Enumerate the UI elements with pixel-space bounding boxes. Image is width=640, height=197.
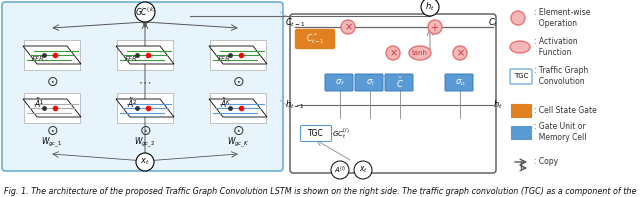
Text: : Element-wise
  Operation: : Element-wise Operation	[534, 8, 590, 28]
Text: $x_t$: $x_t$	[358, 165, 367, 175]
Ellipse shape	[510, 41, 530, 53]
Text: $\times$: $\times$	[456, 48, 465, 58]
FancyBboxPatch shape	[510, 69, 532, 84]
FancyBboxPatch shape	[325, 74, 353, 91]
Text: $\odot$: $\odot$	[46, 124, 58, 138]
Text: $\times$: $\times$	[388, 48, 397, 58]
Bar	[511, 126, 531, 139]
Polygon shape	[209, 99, 267, 117]
Text: $C^*_{t-1}$: $C^*_{t-1}$	[305, 32, 324, 46]
Text: $\sigma_o$: $\sigma_o$	[454, 77, 465, 88]
Polygon shape	[23, 99, 81, 117]
Text: $h_{t-1}$: $h_{t-1}$	[285, 99, 305, 111]
Text: $GC_t^{(l)}$: $GC_t^{(l)}$	[332, 126, 349, 141]
FancyBboxPatch shape	[2, 2, 283, 171]
FancyBboxPatch shape	[445, 74, 473, 91]
Text: $A^{(l)}$: $A^{(l)}$	[334, 164, 346, 176]
Circle shape	[421, 0, 439, 16]
Text: $\odot$: $\odot$	[232, 124, 244, 138]
Circle shape	[341, 20, 355, 34]
Text: $\odot$: $\odot$	[46, 75, 58, 89]
Text: TGC: TGC	[308, 129, 324, 138]
Text: $W_{gc\_1}$: $W_{gc\_1}$	[42, 136, 63, 150]
FancyBboxPatch shape	[24, 40, 80, 70]
Text: $C_{t-1}$: $C_{t-1}$	[285, 17, 305, 29]
Text: tanh: tanh	[412, 50, 428, 56]
Text: $\tilde{A}^2$: $\tilde{A}^2$	[127, 96, 138, 110]
Text: $\hat{C}$: $\hat{C}$	[396, 75, 404, 90]
FancyBboxPatch shape	[355, 74, 383, 91]
Text: $\tilde{A}^K$: $\tilde{A}^K$	[220, 96, 232, 110]
Text: : Gate Unit or
  Memory Cell: : Gate Unit or Memory Cell	[534, 122, 586, 142]
FancyBboxPatch shape	[210, 40, 266, 70]
Ellipse shape	[409, 46, 431, 60]
Text: $GC^{(k)}$: $GC^{(k)}$	[134, 6, 156, 18]
Text: $\odot$: $\odot$	[139, 124, 151, 138]
Text: FFR: FFR	[32, 56, 45, 62]
Text: $h_t$: $h_t$	[493, 99, 503, 111]
Text: : Copy: : Copy	[534, 157, 558, 166]
FancyBboxPatch shape	[385, 74, 413, 91]
Polygon shape	[116, 99, 174, 117]
Circle shape	[136, 153, 154, 171]
Text: $h_t$: $h_t$	[425, 1, 435, 13]
FancyBboxPatch shape	[117, 93, 173, 123]
Polygon shape	[116, 46, 174, 64]
Text: FFR: FFR	[218, 56, 231, 62]
Text: $\odot$: $\odot$	[232, 75, 244, 89]
FancyBboxPatch shape	[117, 40, 173, 70]
Circle shape	[428, 20, 442, 34]
Text: : Traffic Graph
  Convolution: : Traffic Graph Convolution	[534, 66, 588, 86]
FancyBboxPatch shape	[290, 14, 496, 173]
FancyBboxPatch shape	[210, 93, 266, 123]
Text: $\sigma_f$: $\sigma_f$	[335, 77, 345, 88]
Polygon shape	[209, 46, 267, 64]
Polygon shape	[23, 46, 81, 64]
Text: $W_{gc\_K}$: $W_{gc\_K}$	[227, 136, 249, 150]
Text: $\tilde{A}^1$: $\tilde{A}^1$	[34, 96, 45, 110]
Circle shape	[386, 46, 400, 60]
FancyBboxPatch shape	[24, 93, 80, 123]
Circle shape	[354, 161, 372, 179]
Text: Fig. 1. The architecture of the proposed Traffic Graph Convolution LSTM is shown: Fig. 1. The architecture of the proposed…	[4, 188, 636, 196]
FancyBboxPatch shape	[296, 30, 335, 48]
Circle shape	[135, 2, 155, 22]
FancyBboxPatch shape	[301, 125, 332, 141]
Circle shape	[511, 11, 525, 25]
Text: : Cell State Gate: : Cell State Gate	[534, 106, 596, 114]
Text: $\times$: $\times$	[344, 22, 353, 32]
Text: $x_t$: $x_t$	[140, 157, 150, 167]
Circle shape	[453, 46, 467, 60]
Circle shape	[331, 161, 349, 179]
Bar	[511, 104, 531, 117]
Text: TGC: TGC	[514, 73, 528, 79]
Text: $W_{gc\_2}$: $W_{gc\_2}$	[134, 136, 156, 150]
Text: $C_t$: $C_t$	[488, 17, 499, 29]
Text: FFR: FFR	[125, 56, 138, 62]
Text: : Activation
  Function: : Activation Function	[534, 37, 578, 57]
Text: $+$: $+$	[431, 21, 440, 33]
Text: $\cdots$: $\cdots$	[138, 75, 152, 88]
Text: $\sigma_i$: $\sigma_i$	[365, 77, 374, 88]
